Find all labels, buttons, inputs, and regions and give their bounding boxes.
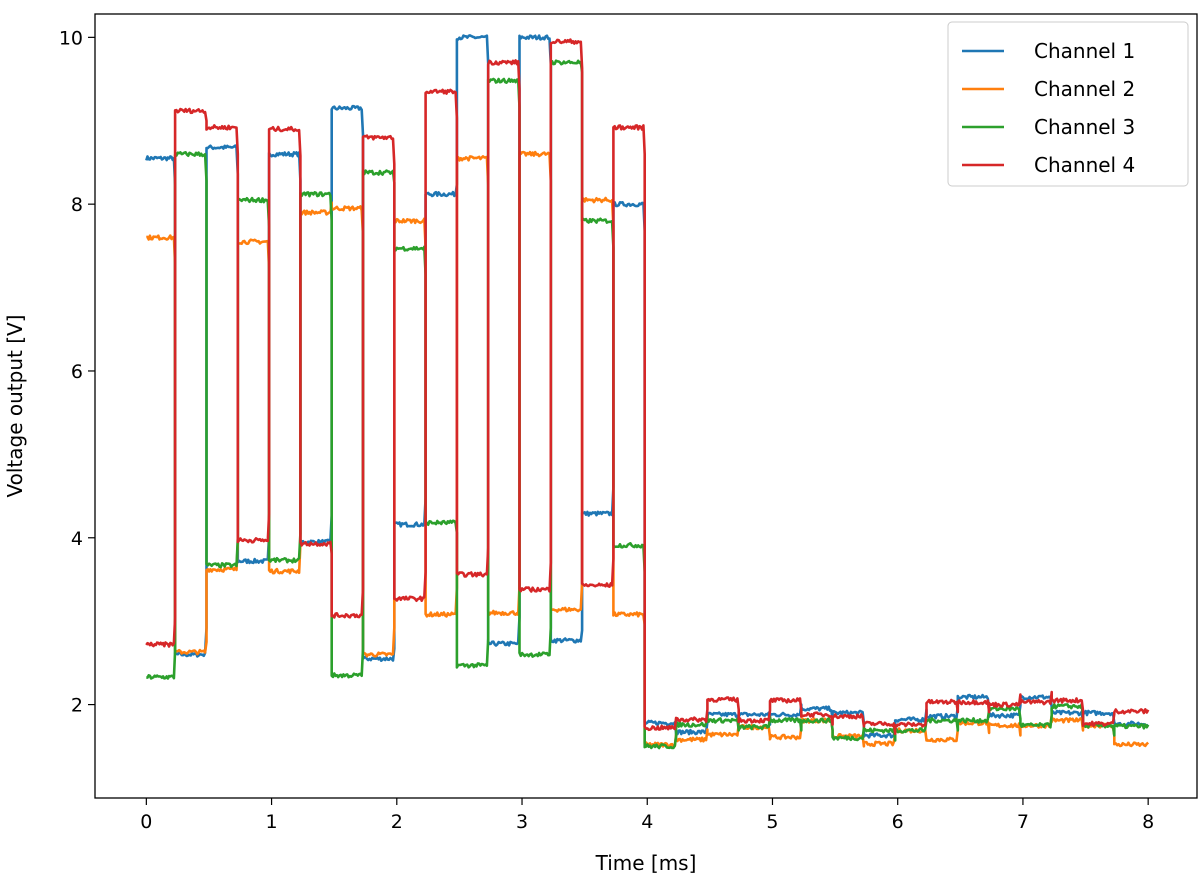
plot-area <box>145 34 1150 750</box>
axes-frame <box>94 13 1198 799</box>
y-tick-label: 6 <box>71 361 83 383</box>
legend-label: Channel 4 <box>1034 153 1135 177</box>
series-line-channel-4 <box>145 38 1150 736</box>
x-tick-label: 1 <box>266 811 278 833</box>
x-tick-label: 3 <box>516 811 528 833</box>
legend-frame <box>947 21 1189 187</box>
legend-label: Channel 1 <box>1034 39 1135 63</box>
series-line-channel-2 <box>146 150 1150 748</box>
x-tick-label: 5 <box>766 811 778 833</box>
x-axis-label: Time [ms] <box>595 851 697 875</box>
y-tick-label: 10 <box>59 27 83 49</box>
x-tick-label: 4 <box>641 811 653 833</box>
y-axis-label: Voltage output [V] <box>3 315 27 498</box>
x-tick-label: 2 <box>391 811 403 833</box>
y-tick-label: 8 <box>71 194 83 216</box>
y-tick-label: 4 <box>71 528 83 550</box>
x-tick-label: 8 <box>1142 811 1154 833</box>
y-axis: 2 4 6 8 10 <box>59 27 95 717</box>
x-tick-label: 6 <box>892 811 904 833</box>
legend-label: Channel 2 <box>1034 77 1135 101</box>
legend: Channel 1 Channel 2 Channel 3 Channel 4 <box>947 21 1189 187</box>
x-axis: 0 1 2 3 4 5 6 7 8 <box>140 798 1154 833</box>
x-tick-label: 0 <box>140 811 152 833</box>
legend-label: Channel 3 <box>1034 115 1135 139</box>
y-tick-label: 2 <box>71 695 83 717</box>
x-tick-label: 7 <box>1017 811 1029 833</box>
